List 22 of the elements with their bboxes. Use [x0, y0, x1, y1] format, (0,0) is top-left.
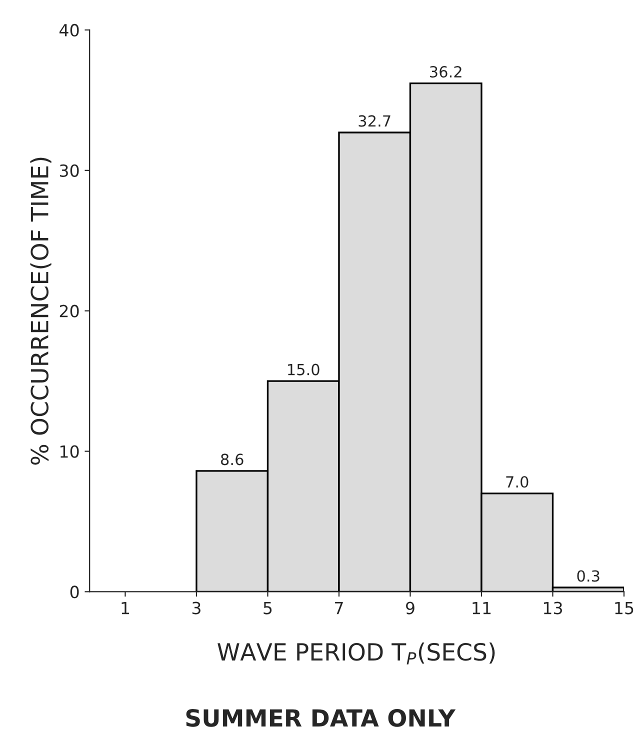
x-tick-label: 5: [264, 602, 272, 614]
text: SUMMER DATA ONLY: [186, 709, 456, 727]
data-label: 36.2: [430, 66, 462, 78]
data-label: 7.0: [506, 476, 528, 488]
y-tick-label: 0: [70, 586, 79, 598]
y-axis-title: % OCCURRENCE(OF TIME): [30, 158, 52, 465]
data-label: 8.6: [220, 454, 244, 466]
x-tick-label: 1: [122, 602, 129, 614]
x-tick-label: 15: [615, 602, 634, 614]
x-tick-label: 7: [335, 602, 343, 614]
x-tick-label: 13: [544, 602, 562, 614]
data-label: 15.0: [288, 364, 320, 376]
data-label: 0.3: [577, 570, 600, 582]
y-tick-label: 40: [59, 24, 79, 37]
y-tick-label: 20: [60, 304, 79, 318]
data-label: 32.7: [358, 115, 390, 127]
x-tick-label: 11: [472, 602, 491, 614]
x-tick-label: 9: [406, 602, 414, 614]
x-tick-label: 3: [192, 602, 200, 614]
y-tick-label: 30: [60, 164, 79, 177]
x-axis-title: WAVE PERIOD T$_{P}$(SECS): [218, 642, 495, 664]
y-tick-label: 10: [60, 445, 79, 458]
